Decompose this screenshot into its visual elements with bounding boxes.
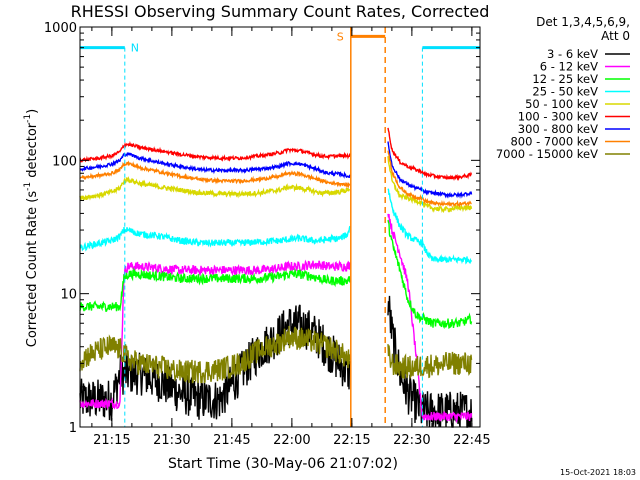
saa-label: S <box>337 30 344 43</box>
plot-frame <box>79 26 481 428</box>
annotation-layer: NS <box>80 27 480 427</box>
x-axis: 21:15 21:30 21:45 22:00 22:15 22:30 22:45 <box>91 27 491 448</box>
legend-header-line2: Att 0 <box>601 29 630 43</box>
night-label: N <box>131 42 139 55</box>
legend-label: 800 - 7000 keV <box>510 135 598 149</box>
series-line-100-300keV <box>79 140 351 163</box>
x-tick-label: 22:15 <box>333 433 370 448</box>
chart-title: RHESSI Observing Summary Count Rates, Co… <box>71 2 490 21</box>
x-tick-label: 22:30 <box>393 433 430 448</box>
series-line-800-7000keV <box>387 150 472 209</box>
x-tick-label: 22:45 <box>453 433 490 448</box>
series-line-800-7000keV <box>79 160 351 189</box>
legend-header-line1: Det 1,3,4,5,6,9, <box>536 15 630 29</box>
y-tick-label: 100 <box>52 154 77 169</box>
x-tick-label: 21:15 <box>93 433 130 448</box>
legend-label: 25 - 50 keV <box>532 85 598 99</box>
series-line-12-25keV <box>79 267 351 313</box>
y-axis-label-part3: ) <box>25 109 40 114</box>
series-line-50-100keV <box>79 175 351 201</box>
legend-label: 300 - 800 keV <box>518 122 598 136</box>
y-axis-label-part2: detector <box>25 122 40 182</box>
series-line-7000-15000keV <box>79 325 351 384</box>
series-line-6-12keV <box>387 213 473 424</box>
series-line-300-800keV <box>387 141 473 199</box>
x-axis-label: Start Time (30-May-06 21:07:02) <box>168 456 398 472</box>
legend-label: 3 - 6 keV <box>547 47 598 61</box>
series-line-25-50keV <box>387 188 473 265</box>
legend-label: 12 - 25 keV <box>532 72 598 86</box>
series-line-7000-15000keV <box>387 344 473 380</box>
series-line-50-100keV <box>387 156 473 214</box>
legend-label: 6 - 12 keV <box>540 60 598 74</box>
series-line-25-50keV <box>79 225 351 252</box>
legend-label: 100 - 300 keV <box>518 110 598 124</box>
series-line-100-300keV <box>387 127 473 182</box>
footer-timestamp: 15-Oct-2021 18:03 <box>560 468 636 477</box>
y-axis-label-part1: Corrected Count Rate (s <box>25 191 40 348</box>
x-tick-label: 21:45 <box>213 433 250 448</box>
y-tick-label: 10 <box>60 288 77 303</box>
x-tick-label: 21:30 <box>153 433 190 448</box>
series-line-12-25keV <box>387 219 473 330</box>
x-tick-label: 22:00 <box>273 433 310 448</box>
plot-area: NS <box>79 27 480 428</box>
legend-label: 50 - 100 keV <box>525 97 598 111</box>
y-tick-label: 1000 <box>44 21 77 36</box>
legend-label: 7000 - 15000 keV <box>496 147 598 161</box>
y-axis: 1 10 100 1000 <box>44 21 480 436</box>
y-axis-label-sup2: -1 <box>23 114 33 123</box>
y-axis-label-sup1: -1 <box>23 182 33 191</box>
y-axis-label: Corrected Count Rate (s-1 detector-1) <box>23 109 40 347</box>
y-tick-label: 1 <box>69 421 77 436</box>
